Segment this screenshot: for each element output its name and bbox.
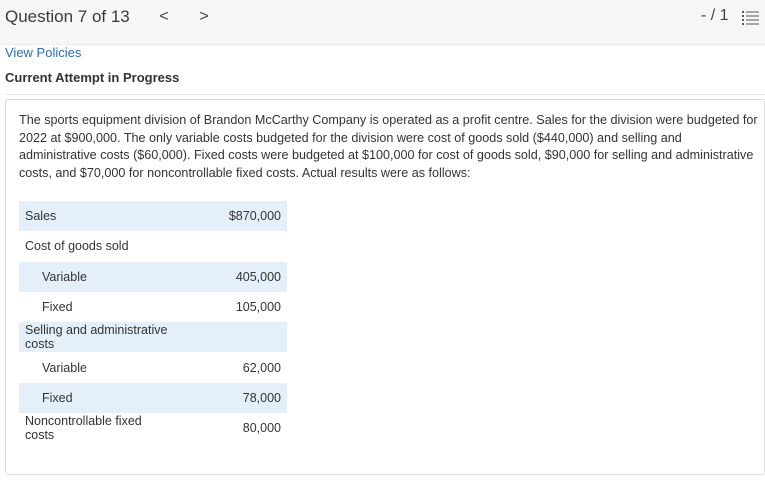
divider bbox=[5, 94, 765, 95]
table-row: Fixed 78,000 bbox=[19, 382, 287, 414]
row-value: 80,000 bbox=[242, 421, 281, 436]
previous-question-button[interactable]: < bbox=[159, 8, 169, 25]
row-value: 62,000 bbox=[242, 360, 281, 375]
row-label: Noncontrollable fixed costs bbox=[25, 414, 142, 443]
question-number: Question 7 of 13 bbox=[5, 7, 130, 26]
row-label: Sales bbox=[19, 201, 171, 232]
row-value: 405,000 bbox=[171, 261, 287, 292]
row-label: Variable bbox=[42, 360, 87, 375]
actual-results-table: Sales $870,000 Cost of goods sold Variab… bbox=[19, 201, 287, 443]
table-row: Noncontrollable fixed costs 80,000 bbox=[19, 413, 287, 443]
row-label: Variable bbox=[19, 261, 171, 292]
row-value: 78,000 bbox=[171, 382, 287, 414]
row-value bbox=[171, 231, 287, 261]
table-row: Selling and administrative costs bbox=[19, 322, 287, 353]
list-icon[interactable] bbox=[742, 10, 760, 26]
row-value: 105,000 bbox=[235, 300, 281, 315]
question-header: Question 7 of 13 < > - / 1 bbox=[0, 0, 765, 45]
question-text: The sports equipment division of Brandon… bbox=[19, 113, 758, 180]
row-label: Fixed bbox=[42, 300, 73, 315]
row-label: Selling and administrative costs bbox=[19, 322, 171, 353]
question-panel: The sports equipment division of Brandon… bbox=[5, 99, 765, 475]
attempt-status: Current Attempt in Progress bbox=[5, 70, 180, 85]
score-display: - / 1 bbox=[701, 7, 729, 24]
row-label: Fixed bbox=[19, 382, 171, 414]
table-row: Variable 62,000 bbox=[19, 352, 287, 382]
view-policies-link[interactable]: View Policies bbox=[5, 45, 82, 60]
row-value: $870,000 bbox=[171, 201, 287, 232]
table-row: Fixed 105,000 bbox=[19, 292, 287, 322]
row-value bbox=[171, 322, 287, 353]
next-question-button[interactable]: > bbox=[199, 8, 209, 25]
table-row: Cost of goods sold bbox=[19, 231, 287, 261]
table-row: Variable 405,000 bbox=[19, 261, 287, 292]
table-row: Sales $870,000 bbox=[19, 201, 287, 232]
row-label: Cost of goods sold bbox=[25, 239, 129, 254]
